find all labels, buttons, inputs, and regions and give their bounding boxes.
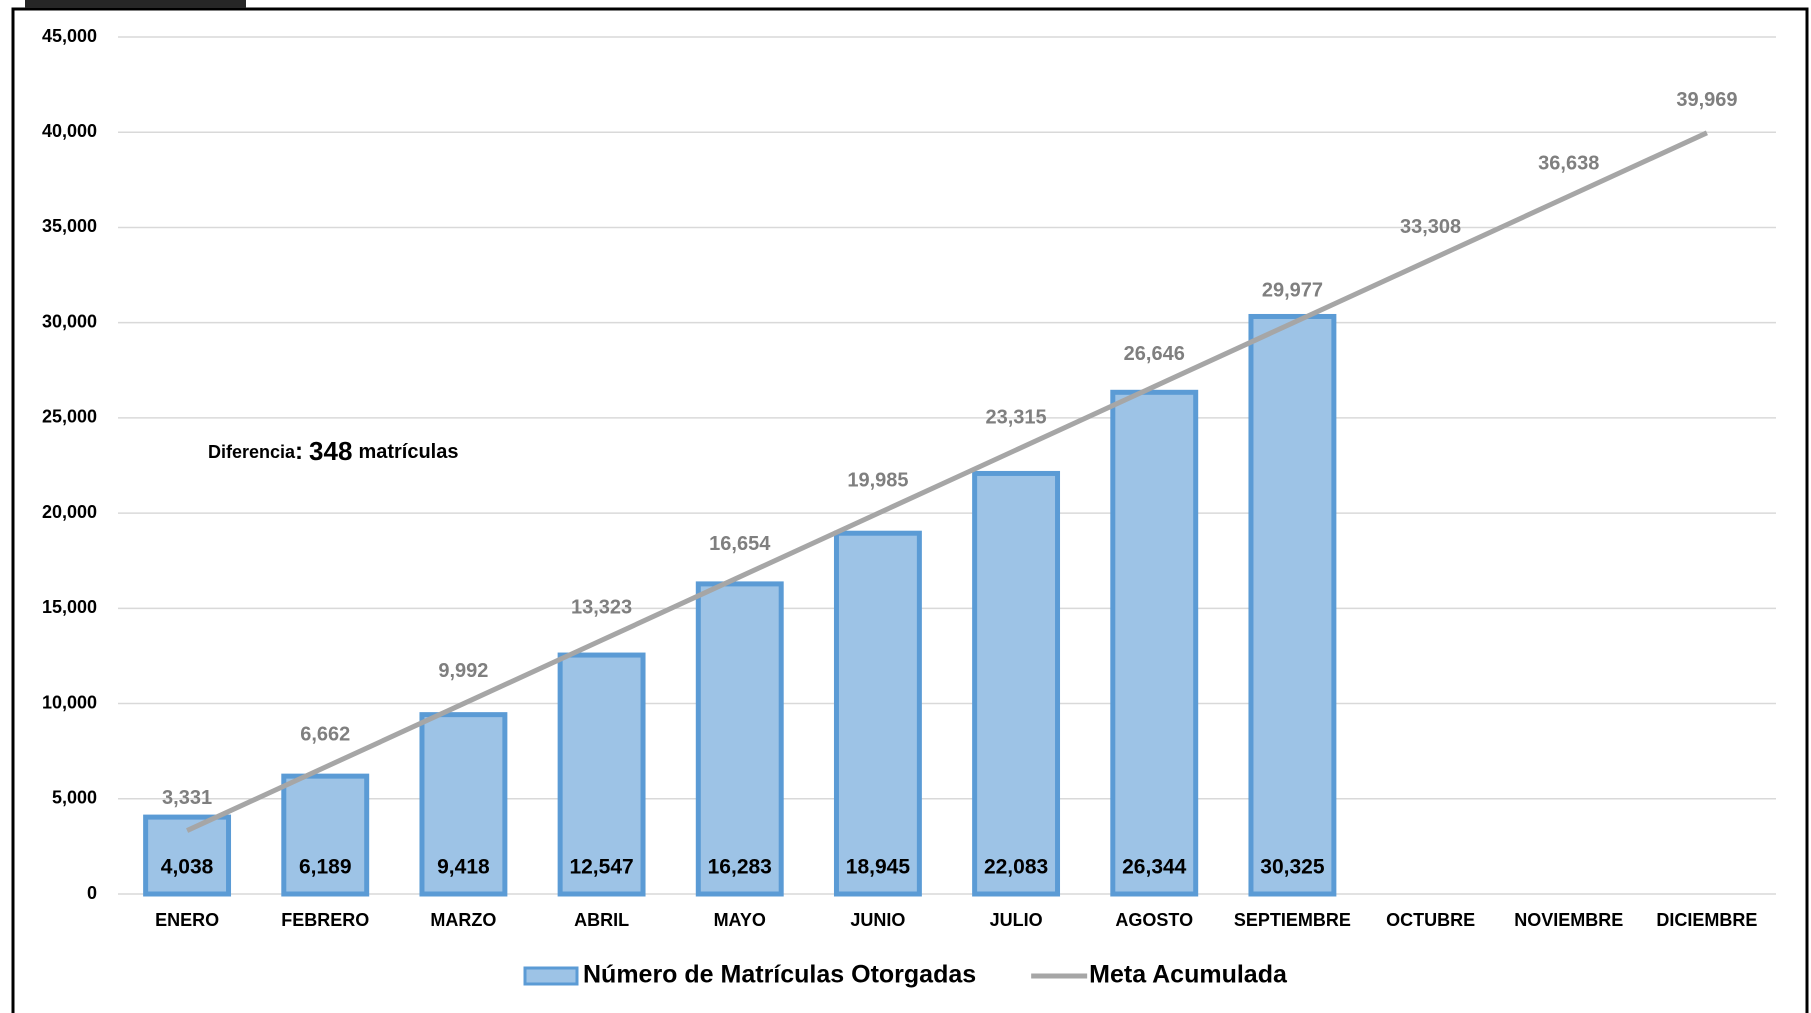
x-tick-label: FEBRERO (281, 910, 369, 930)
x-tick-label: ENERO (155, 910, 219, 930)
legend-swatch (523, 966, 579, 986)
line-value-label: 36,638 (1538, 153, 1599, 175)
line-value-label: 9,992 (438, 660, 488, 682)
bar (281, 773, 370, 897)
annotation-value: 348 (309, 436, 352, 466)
x-tick-label: DICIEMBRE (1656, 910, 1757, 930)
legend-label: Meta Acumulada (1089, 961, 1288, 989)
line-value-label: 3,331 (162, 787, 212, 809)
annotation: Diferencia: 348 matrículas (208, 436, 459, 466)
y-tick-label: 15,000 (42, 597, 97, 617)
x-tick-label: MAYO (714, 910, 766, 930)
bar-value-label: 4,038 (161, 856, 214, 879)
y-tick-label: 5,000 (52, 788, 97, 808)
bar (972, 470, 1061, 897)
line-value-label: 23,315 (985, 406, 1046, 428)
annotation-unit: matrículas (358, 441, 458, 463)
line (186, 130, 1708, 833)
annotation-colon: : (295, 438, 303, 465)
bar (695, 581, 784, 897)
x-tick-label: NOVIEMBRE (1514, 910, 1623, 930)
annotation-label: Diferencia (208, 442, 296, 462)
x-tick-label: JULIO (990, 910, 1043, 930)
line-value-label: 26,646 (1124, 343, 1185, 365)
line-value-label: 39,969 (1676, 89, 1737, 111)
line-value-label: 29,977 (1262, 279, 1323, 301)
line-value-label: 13,323 (571, 597, 632, 619)
y-tick-label: 0 (87, 883, 97, 903)
bar-value-label: 26,344 (1122, 856, 1187, 879)
y-tick-label: 25,000 (42, 407, 97, 427)
y-tick-label: 35,000 (42, 216, 97, 236)
line-value-label: 33,308 (1400, 216, 1461, 238)
line-value-label: 19,985 (847, 470, 908, 492)
y-tick-label: 20,000 (42, 502, 97, 522)
tab (25, 0, 246, 8)
x-tick-label: MARZO (430, 910, 496, 930)
bar (833, 530, 922, 897)
bar-value-label: 22,083 (984, 856, 1048, 879)
bar-value-label: 16,283 (708, 856, 772, 879)
bar-value-label: 18,945 (846, 856, 911, 879)
y-tick-label: 45,000 (42, 26, 97, 46)
bar-value-label: 6,189 (299, 856, 352, 879)
bar-value-label: 9,418 (437, 856, 490, 879)
x-tick-label: JUNIO (850, 910, 905, 930)
y-tick-label: 40,000 (42, 121, 97, 141)
line-value-label: 6,662 (300, 723, 350, 745)
bar (557, 652, 646, 897)
bar-value-label: 30,325 (1260, 856, 1325, 879)
y-tick-label: 10,000 (42, 692, 97, 712)
x-tick-label: OCTUBRE (1386, 910, 1475, 930)
x-tick-label: ABRIL (574, 910, 629, 930)
bar (419, 712, 508, 897)
y-tick-label: 30,000 (42, 311, 97, 331)
x-tick-label: AGOSTO (1115, 910, 1193, 930)
bar-value-label: 12,547 (569, 856, 633, 879)
bar (1248, 313, 1337, 897)
line-value-label: 16,654 (709, 533, 771, 555)
legend-label: Número de Matrículas Otorgadas (583, 961, 976, 989)
x-tick-label: SEPTIEMBRE (1234, 910, 1351, 930)
frame (11, 7, 1809, 1013)
bar (1110, 389, 1199, 897)
